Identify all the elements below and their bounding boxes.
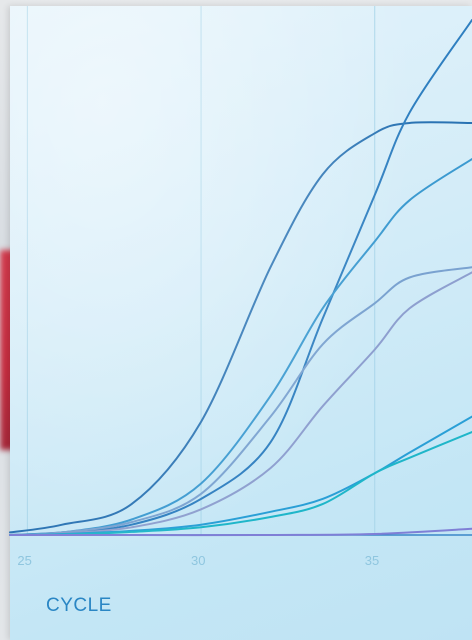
x-tick-labels: 25 30 35 xyxy=(17,553,379,568)
amplification-curve-7 xyxy=(9,431,472,536)
amplification-curve-8 xyxy=(9,527,472,537)
amplification-curve-5 xyxy=(9,271,472,536)
x-tick-label: 35 xyxy=(365,553,379,568)
x-axis-title: CYCLE xyxy=(46,595,112,616)
amplification-curve-2 xyxy=(9,19,472,536)
amplification-curves xyxy=(9,19,472,537)
vertical-gridlines xyxy=(26,6,376,535)
x-tick-label: 30 xyxy=(191,553,205,568)
amplification-curve-4 xyxy=(9,266,472,536)
amplification-curve-3 xyxy=(9,158,472,536)
x-tick-label: 25 xyxy=(17,553,31,568)
amplification-curve-1 xyxy=(9,121,472,534)
amplification-curve-6 xyxy=(9,415,472,536)
